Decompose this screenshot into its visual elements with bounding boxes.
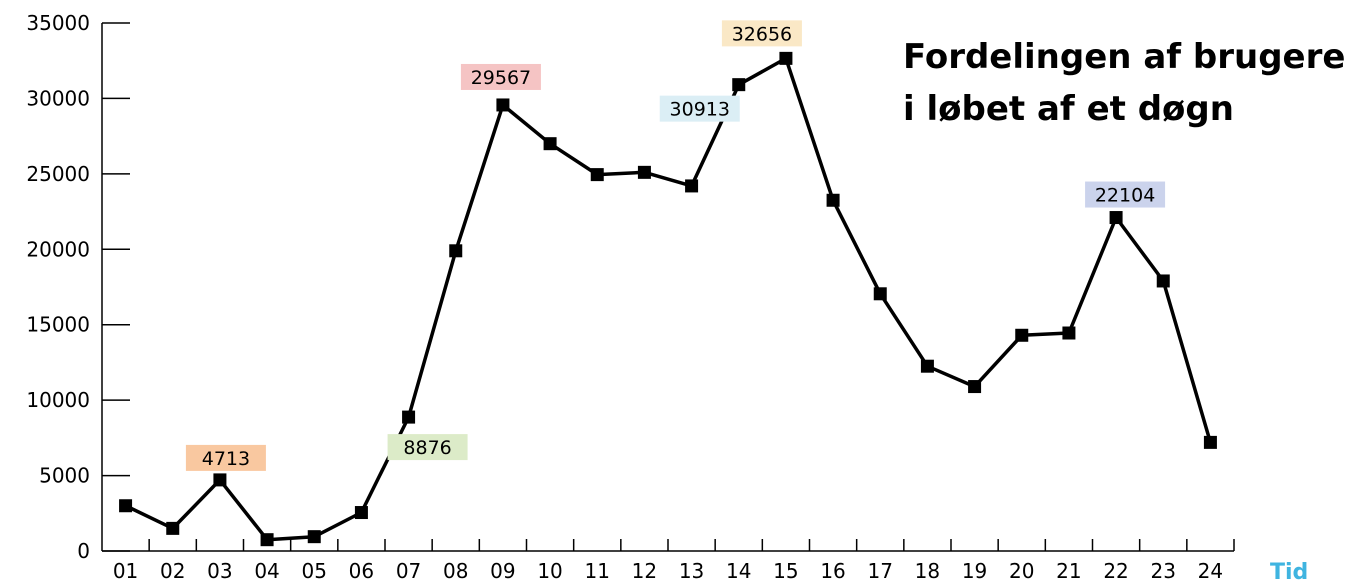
data-point	[1015, 328, 1029, 342]
chart-title-line-1: Fordelingen af brugere	[903, 37, 1345, 77]
data-point	[732, 78, 746, 92]
data-markers	[119, 51, 1217, 547]
y-tick-label: 20000	[26, 237, 90, 261]
data-point	[543, 137, 557, 151]
data-point	[496, 98, 510, 112]
data-point	[213, 473, 227, 487]
data-point	[779, 51, 793, 65]
data-label: 30913	[670, 99, 730, 121]
y-tick-label: 0	[77, 539, 90, 563]
y-tick-label: 5000	[39, 464, 90, 488]
data-point	[637, 165, 651, 179]
data-label-box	[185, 444, 266, 471]
data-label: 22104	[1095, 185, 1155, 207]
data-point	[873, 287, 887, 301]
x-tick-label: 16	[820, 559, 845, 581]
data-point	[307, 530, 321, 544]
x-tick-label: 04	[254, 559, 279, 581]
data-point	[166, 521, 180, 535]
series-polyline	[124, 56, 1213, 542]
data-point	[685, 179, 699, 193]
x-tick-label: 23	[1151, 559, 1176, 581]
x-tick-label: 12	[632, 559, 657, 581]
data-point	[1156, 274, 1170, 288]
x-tick-label: 09	[490, 559, 515, 581]
series-line	[124, 56, 1213, 542]
x-tick-label: 05	[302, 559, 327, 581]
y-tick-label: 30000	[26, 86, 90, 110]
data-point	[1203, 435, 1217, 449]
y-tick-label: 35000	[26, 11, 90, 35]
x-tick-label: 01	[113, 559, 138, 581]
x-tick-label: 08	[443, 559, 468, 581]
data-point	[402, 410, 416, 424]
y-axis-ticks: 0 5000 10000 15000 20000 25000 30000 35000	[26, 11, 130, 563]
data-label-box	[721, 20, 802, 47]
x-tick-label: 21	[1056, 559, 1081, 581]
x-tick-label: 07	[396, 559, 421, 581]
y-tick-label: 10000	[26, 388, 90, 412]
data-point	[968, 380, 982, 394]
data-label: 32656	[732, 23, 792, 45]
data-point	[920, 359, 934, 373]
x-axis-title: Tid	[1270, 560, 1308, 581]
x-tick-label: 17	[868, 559, 893, 581]
x-tick-label: 02	[160, 559, 185, 581]
annotations: 4713 8876 29567 30913 32656 22104	[185, 20, 1166, 471]
y-tick-label: 15000	[26, 313, 90, 337]
x-tick-label: 10	[537, 559, 562, 581]
data-point	[1109, 211, 1123, 225]
x-tick-label: 19	[962, 559, 987, 581]
x-tick-label: 14	[726, 559, 751, 581]
x-tick-label: 18	[915, 559, 940, 581]
x-tick-label: 24	[1198, 559, 1223, 581]
data-point	[1062, 326, 1076, 340]
data-label-box	[659, 95, 740, 122]
data-point	[119, 499, 133, 513]
x-tick-label: 03	[207, 559, 232, 581]
data-label: 29567	[471, 67, 531, 89]
x-axis-ticks: 01 02 03 04 05 06 07 08 09 10 11 12 13 14 15 16 17 18 19 20…	[113, 539, 1235, 581]
chart-title-line-2: i løbet af et døgn	[903, 89, 1234, 129]
data-label: 4713	[202, 448, 250, 470]
x-tick-label: 15	[773, 559, 798, 581]
x-tick-label: 11	[585, 559, 610, 581]
x-tick-label: 06	[349, 559, 374, 581]
data-point	[590, 168, 604, 182]
x-tick-label: 22	[1103, 559, 1128, 581]
data-label-box	[1085, 181, 1166, 208]
data-point	[449, 244, 463, 258]
x-tick-label: 13	[679, 559, 704, 581]
x-tick-label: 20	[1009, 559, 1034, 581]
y-tick-label: 25000	[26, 162, 90, 186]
data-point	[260, 533, 274, 547]
data-label: 8876	[403, 437, 451, 459]
data-point	[826, 193, 840, 207]
data-label-box	[387, 434, 468, 461]
data-point	[354, 506, 368, 520]
data-label-box	[460, 63, 541, 90]
